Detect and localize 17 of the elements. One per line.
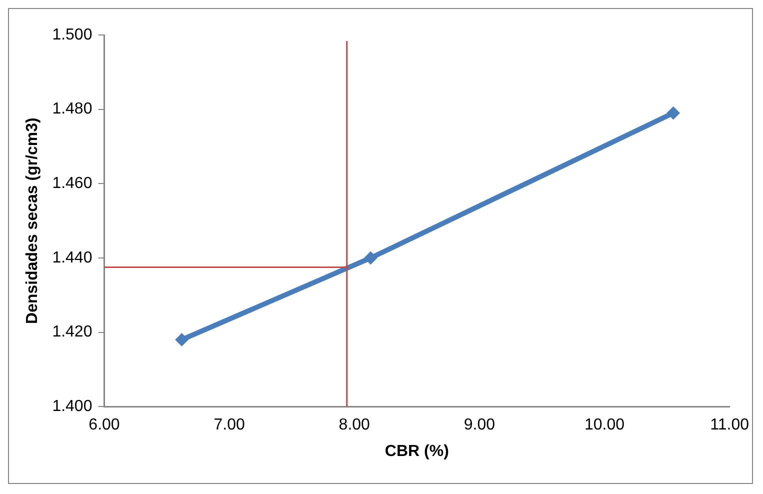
point [175,333,188,346]
x-tick-label: 8.00 [338,416,370,434]
y-tick-label: 1.480 [52,100,92,118]
point [666,106,680,120]
y-tick-label: 1.440 [52,249,92,266]
x-tick-label: 6.00 [88,416,120,434]
x-axis-title: CBR (%) [384,442,449,460]
y-axis-title: Densidades secas (gr/cm3) [24,118,42,324]
x-tick-label: 7.00 [214,416,245,434]
x-tick-label: 9.00 [464,416,496,434]
y-tick-label: 1.500 [52,26,92,44]
x-tick-label: 10.00 [584,416,625,434]
y-tick-label: 1.400 [52,398,92,416]
point [364,251,378,264]
x-tick-label: 11.00 [710,416,750,434]
y-tick-label: 1.460 [52,175,92,192]
y-tick-label: 1.420 [52,324,92,341]
